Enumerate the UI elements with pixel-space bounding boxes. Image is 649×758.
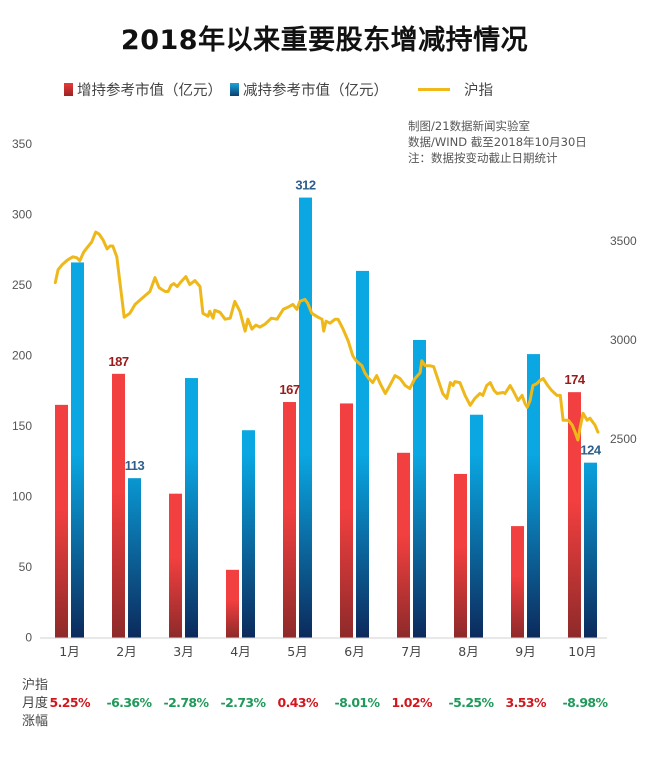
bar-increase	[568, 392, 581, 638]
bar-increase	[283, 402, 296, 638]
monthly-change-value: -5.25%	[448, 695, 495, 710]
y-left-tick-label: 150	[12, 419, 32, 433]
x-tick-label: 6月	[344, 644, 364, 659]
credits: 制图/21数据新闻实验室 数据/WIND 截至2018年10月30日 注：数据按…	[408, 118, 587, 166]
index-line	[53, 230, 600, 442]
bar-decrease	[413, 339, 426, 638]
bar-increase	[340, 403, 353, 638]
value-label-increase: 167	[279, 382, 299, 397]
x-tick-label: 7月	[401, 644, 421, 659]
footer-label: 沪指 月度 涨幅	[22, 677, 48, 731]
x-tick-label: 9月	[515, 644, 535, 659]
monthly-change-value: 1.02%	[391, 695, 433, 710]
bars	[55, 197, 597, 638]
credit-line: 数据/WIND 截至2018年10月30日	[408, 135, 587, 149]
legend-item-decrease: 减持参考市值（亿元）	[230, 79, 388, 100]
bar-decrease	[299, 197, 312, 638]
monthly-change-value: -8.01%	[334, 695, 381, 710]
footer-label-line: 月度	[22, 696, 49, 711]
bar-increase	[511, 526, 524, 638]
y-left-tick-label: 100	[12, 490, 32, 504]
bar-increase	[169, 493, 182, 638]
legend-label-decrease: 减持参考市值（亿元）	[243, 82, 388, 99]
bar-decrease	[128, 478, 141, 638]
bar-increase	[112, 373, 125, 638]
y-right-tick-label: 3500	[610, 234, 637, 248]
legend-swatch-decrease	[230, 82, 239, 96]
value-label-decrease: 312	[295, 178, 315, 193]
bar-decrease	[584, 462, 597, 638]
x-tick-label: 5月	[287, 644, 307, 659]
legend-label-index: 沪指	[464, 82, 493, 99]
value-label-decrease: 124	[580, 443, 601, 458]
y-axis-right: 2500 3000 3500	[610, 234, 637, 446]
value-label-increase: 174	[564, 372, 585, 387]
monthly-change-value: -2.78%	[163, 695, 210, 710]
legend-item-index: 沪指	[396, 79, 493, 100]
footer-label-line: 沪指	[22, 678, 49, 693]
bar-increase	[55, 404, 68, 638]
y-left-tick-label: 50	[19, 560, 33, 574]
monthly-change-value: -2.73%	[220, 695, 267, 710]
bar-increase	[397, 452, 410, 638]
legend-label-increase: 增持参考市值（亿元）	[77, 82, 222, 99]
legend-item-increase: 增持参考市值（亿元）	[64, 79, 222, 100]
credit-line: 注：数据按变动截止日期统计	[408, 151, 558, 165]
bar-decrease	[470, 414, 483, 638]
monthly-change-value: -8.98%	[562, 695, 609, 710]
y-left-tick-label: 250	[12, 278, 32, 292]
monthly-change-value: -6.36%	[106, 695, 153, 710]
y-left-tick-label: 0	[25, 631, 32, 645]
bar-increase	[454, 473, 467, 638]
legend: 增持参考市值（亿元） 减持参考市值（亿元） 沪指	[64, 78, 501, 100]
y-left-tick-label: 200	[12, 349, 32, 363]
legend-swatch-increase	[64, 82, 73, 96]
x-tick-label: 8月	[458, 644, 478, 659]
bar-increase	[226, 569, 239, 638]
y-axis-left: 0 50 100 150 200 250 300 350	[12, 137, 32, 645]
y-right-tick-label: 3000	[610, 333, 637, 347]
x-axis-labels: 1月 2月 3月 4月 5月 6月 7月 8月 9月 10月	[59, 644, 596, 659]
monthly-change-value: 5.25%	[49, 695, 91, 710]
monthly-change-value: 0.43%	[277, 695, 319, 710]
x-tick-label: 3月	[173, 644, 193, 659]
x-tick-label: 2月	[116, 644, 136, 659]
chart-title: 2018年以来重要股东增减持情况	[120, 25, 529, 56]
credit-line: 制图/21数据新闻实验室	[408, 119, 531, 133]
bar-decrease	[185, 378, 198, 638]
bar-decrease	[356, 270, 369, 638]
legend-line-index	[418, 87, 450, 91]
value-label-increase: 187	[108, 354, 128, 369]
y-left-tick-label: 350	[12, 137, 32, 151]
value-labels: 187 167 174 113 312 124	[108, 178, 602, 474]
footer-label-line: 涨幅	[22, 714, 49, 729]
bar-decrease	[71, 262, 84, 638]
y-left-tick-label: 300	[12, 208, 32, 222]
x-tick-label: 10月	[568, 644, 596, 659]
bar-decrease	[527, 354, 540, 638]
value-label-decrease: 113	[125, 458, 145, 473]
monthly-change-value: 3.53%	[505, 695, 547, 710]
x-tick-label: 4月	[230, 644, 250, 659]
y-right-tick-label: 2500	[610, 432, 637, 446]
bar-decrease	[242, 430, 255, 638]
x-tick-label: 1月	[59, 644, 79, 659]
